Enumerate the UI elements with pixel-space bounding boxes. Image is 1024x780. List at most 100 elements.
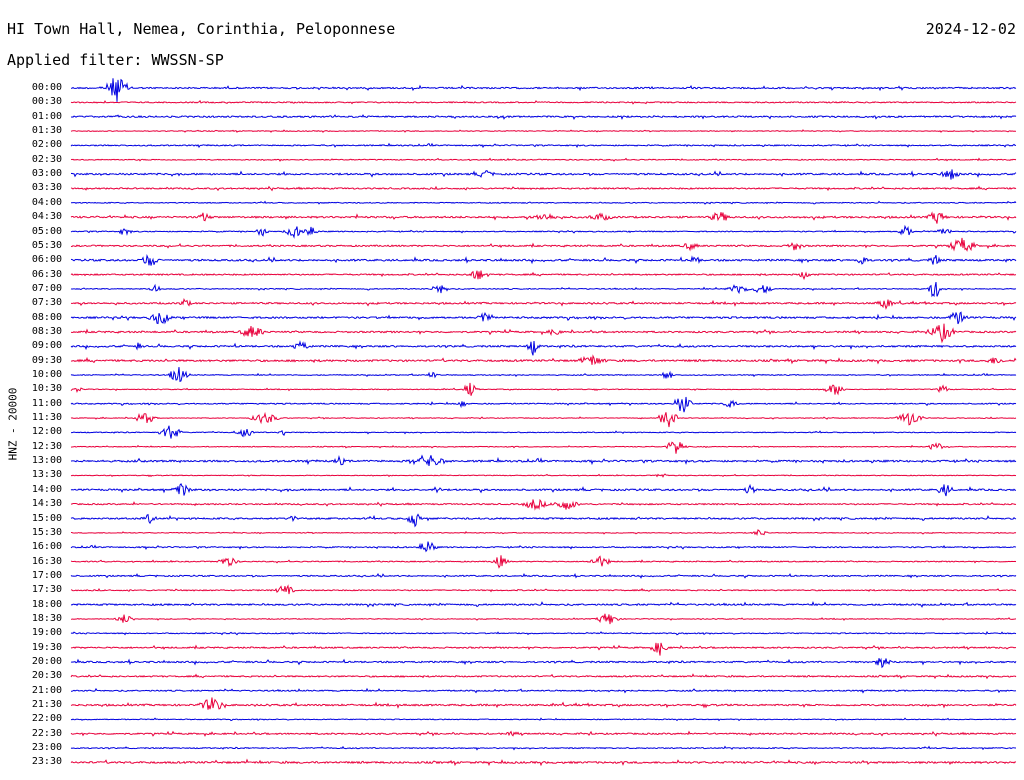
time-label: 00:30	[31, 96, 62, 108]
time-label: 01:00	[31, 110, 62, 122]
time-label: 14:00	[31, 483, 62, 495]
time-label: 10:30	[31, 383, 62, 395]
filter-label: Applied filter: WWSSN-SP	[7, 51, 224, 69]
trace-row	[70, 78, 1017, 102]
time-label: 11:00	[31, 397, 62, 409]
trace-row	[70, 584, 1017, 595]
time-label: 02:30	[31, 153, 62, 165]
trace-row	[70, 630, 1017, 636]
time-label: 23:30	[31, 756, 62, 768]
trace-row	[70, 758, 1017, 767]
time-label: 05:30	[31, 239, 62, 251]
trace-row	[70, 529, 1017, 536]
trace-row	[70, 513, 1017, 528]
trace-row	[70, 211, 1017, 224]
time-label: 01:30	[31, 125, 62, 137]
trace-row	[70, 411, 1017, 428]
time-label: 06:30	[31, 268, 62, 280]
time-label: 19:30	[31, 641, 62, 653]
time-label: 15:00	[31, 512, 62, 524]
trace-row	[70, 114, 1017, 121]
trace-row	[70, 237, 1017, 252]
trace-row	[70, 253, 1017, 266]
trace-row	[70, 224, 1017, 239]
trace-row	[70, 311, 1017, 325]
time-label: 13:30	[31, 469, 62, 481]
time-label: 23:00	[31, 742, 62, 754]
trace-row	[70, 657, 1017, 669]
trace-row	[70, 142, 1017, 149]
time-label: 19:00	[31, 627, 62, 639]
time-label: 12:30	[31, 440, 62, 452]
time-label: 03:00	[31, 168, 62, 180]
trace-row	[70, 382, 1017, 396]
trace-row	[70, 555, 1017, 569]
trace-row	[70, 745, 1017, 751]
trace-row	[70, 281, 1017, 298]
trace-row	[70, 717, 1017, 722]
time-label: 18:00	[31, 598, 62, 610]
time-label: 11:30	[31, 412, 62, 424]
time-label: 18:30	[31, 612, 62, 624]
time-label: 12:00	[31, 426, 62, 438]
time-label: 21:00	[31, 684, 62, 696]
time-label: 02:00	[31, 139, 62, 151]
time-label: 04:30	[31, 211, 62, 223]
trace-row	[70, 298, 1017, 310]
time-label: 20:30	[31, 670, 62, 682]
station-title: HI Town Hall, Nemea, Corinthia, Peloponn…	[7, 20, 396, 38]
trace-row	[70, 99, 1017, 105]
trace-row	[70, 687, 1017, 694]
time-label: 07:00	[31, 282, 62, 294]
trace-row	[70, 157, 1017, 162]
time-label: 03:30	[31, 182, 62, 194]
time-label: 14:30	[31, 498, 62, 510]
trace-row	[70, 270, 1017, 281]
trace-row	[70, 425, 1017, 439]
trace-row	[70, 473, 1017, 478]
trace-row	[70, 354, 1017, 365]
time-label: 09:00	[31, 340, 62, 352]
trace-row	[70, 697, 1017, 710]
trace-row	[70, 483, 1017, 497]
time-label: 13:00	[31, 455, 62, 467]
trace-row	[70, 185, 1017, 192]
trace-row	[70, 441, 1017, 454]
trace-row	[70, 169, 1017, 180]
trace-row	[70, 541, 1017, 553]
trace-row	[70, 642, 1017, 656]
trace-row	[70, 340, 1017, 356]
time-label: 22:30	[31, 727, 62, 739]
time-label: 09:30	[31, 354, 62, 366]
time-label: 05:00	[31, 225, 62, 237]
trace-row	[70, 613, 1017, 625]
time-label: 16:00	[31, 541, 62, 553]
time-label: 07:30	[31, 297, 62, 309]
time-label: 00:00	[31, 82, 62, 93]
trace-row	[70, 600, 1017, 608]
time-label: 08:00	[31, 311, 62, 323]
trace-row	[70, 129, 1017, 133]
time-label: 06:00	[31, 254, 62, 266]
trace-row	[70, 673, 1017, 680]
trace-row	[70, 730, 1017, 737]
time-label: 17:30	[31, 584, 62, 596]
time-label: 21:30	[31, 699, 62, 711]
time-label: 04:00	[31, 196, 62, 208]
time-label: 15:30	[31, 526, 62, 538]
trace-row	[70, 498, 1017, 511]
trace-row	[70, 200, 1017, 205]
time-label: 17:00	[31, 569, 62, 581]
plot-date: 2024-12-02	[925, 20, 1016, 38]
trace-row	[70, 323, 1017, 344]
time-label: 10:00	[31, 369, 62, 380]
trace-row	[70, 367, 1017, 383]
time-label: 08:30	[31, 325, 62, 337]
trace-row	[70, 396, 1017, 413]
trace-row	[70, 454, 1017, 467]
time-label: 16:30	[31, 555, 62, 567]
time-label: 20:00	[31, 656, 62, 667]
trace-row	[70, 572, 1017, 579]
time-label: 22:00	[31, 713, 62, 725]
